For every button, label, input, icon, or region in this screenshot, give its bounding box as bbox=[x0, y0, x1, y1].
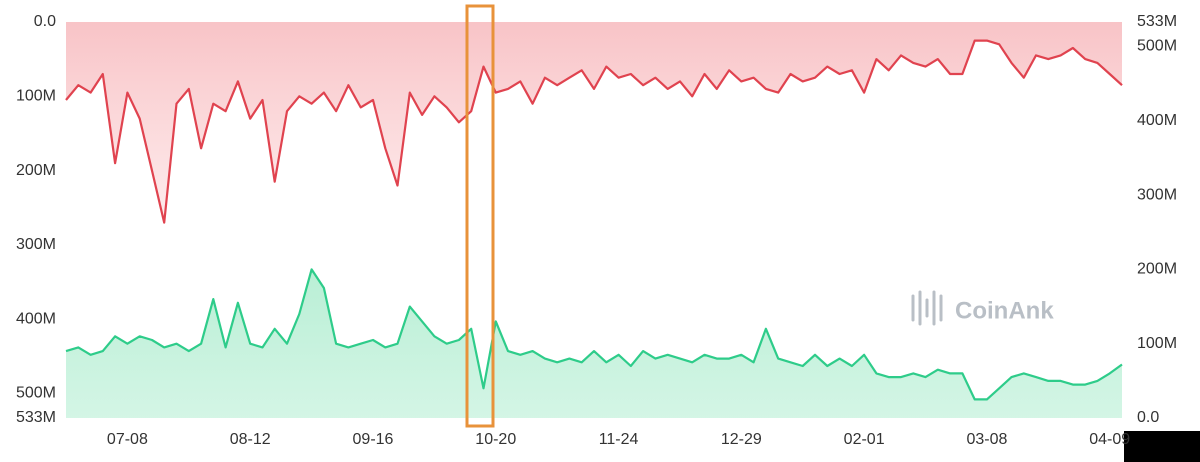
area bbox=[66, 269, 1122, 418]
y2-tick-label: 100M bbox=[1137, 335, 1177, 352]
line bbox=[65, 39, 1123, 224]
y-tick-label: 200M bbox=[16, 162, 56, 179]
y-tick-label: 100M bbox=[16, 88, 56, 105]
y-tick-label: 500M bbox=[16, 385, 56, 402]
y-tick-label: 400M bbox=[16, 310, 56, 327]
x-tick-label: 07-08 bbox=[107, 431, 148, 448]
y2-tick-label: 500M bbox=[1137, 38, 1177, 55]
y2-tick-label: 400M bbox=[1137, 112, 1177, 129]
x-tick-label: 11-24 bbox=[599, 431, 639, 448]
y2-tick-label: 200M bbox=[1137, 261, 1177, 278]
y2-tick-label: 300M bbox=[1137, 186, 1177, 203]
x-tick-label: 10-20 bbox=[475, 431, 516, 448]
area bbox=[66, 22, 1122, 223]
x-tick-label: 12-29 bbox=[721, 431, 762, 448]
x-tick-label: 02-01 bbox=[844, 431, 885, 448]
highlight-box bbox=[465, 4, 495, 428]
x-tick-label: 03-08 bbox=[966, 431, 1007, 448]
plot bbox=[65, 22, 1123, 418]
watermark-logo bbox=[911, 290, 943, 326]
y-tick-label: 533M bbox=[16, 409, 56, 426]
line bbox=[65, 268, 1123, 401]
watermark: CoinAnk bbox=[955, 297, 1054, 324]
x-tick-label: 04-09 bbox=[1089, 431, 1130, 448]
y2-tick-label: 533M bbox=[1137, 13, 1177, 30]
y-tick-label: 0.0 bbox=[34, 13, 56, 30]
mask bbox=[1124, 431, 1200, 462]
x-tick-label: 08-12 bbox=[230, 431, 271, 448]
x-tick-label: 09-16 bbox=[353, 431, 394, 448]
y2-tick-label: 0.0 bbox=[1137, 409, 1159, 426]
y-tick-label: 300M bbox=[16, 236, 56, 253]
